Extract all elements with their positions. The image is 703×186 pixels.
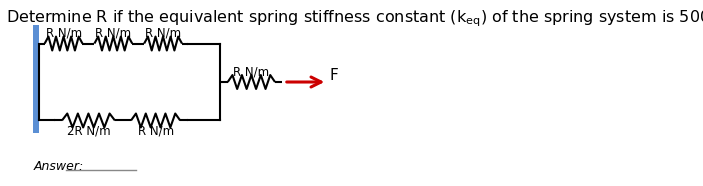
Text: Answer:: Answer: [34,160,84,173]
Text: Determine R if the equivalent spring stiffness constant (k$_{\mathrm{eq}}$) of t: Determine R if the equivalent spring sti… [6,9,703,29]
Text: R N/m: R N/m [233,65,269,78]
Text: R N/m: R N/m [95,27,131,40]
Text: R N/m: R N/m [46,27,82,40]
Text: R N/m: R N/m [145,27,181,40]
Text: F: F [330,68,338,83]
Text: R N/m: R N/m [138,124,174,137]
FancyBboxPatch shape [33,25,39,133]
Text: 2R N/m: 2R N/m [67,124,110,137]
